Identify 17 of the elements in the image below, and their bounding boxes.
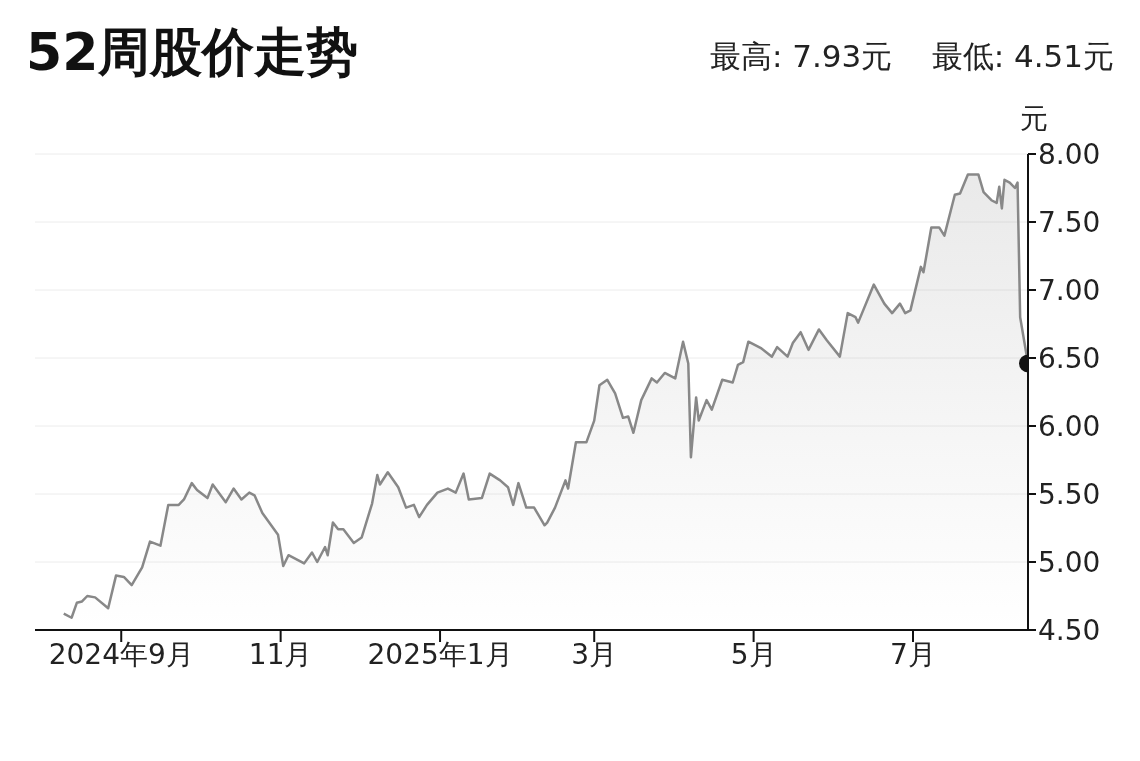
y-tick-label: 7.00 <box>1038 273 1101 307</box>
x-tick-label: 2024年9月 <box>48 637 194 671</box>
chart-title: 52周股价走势 <box>26 21 359 84</box>
y-tick-label: 5.50 <box>1038 477 1101 511</box>
y-tick-label: 4.50 <box>1038 613 1101 647</box>
x-tick-label: 3月 <box>571 637 618 671</box>
y-tick-label: 6.50 <box>1038 341 1101 375</box>
x-tick-label: 7月 <box>890 637 936 671</box>
y-axis-title: 元 <box>1020 101 1048 137</box>
x-tick-label: 2025年1月 <box>367 637 513 671</box>
y-tick-label: 8.00 <box>1038 137 1101 171</box>
y-tick-label: 6.00 <box>1038 409 1101 443</box>
x-tick-label: 11月 <box>248 637 313 671</box>
chart-subtitle: 最高: 7.93元 最低: 4.51元 <box>709 37 1114 76</box>
y-tick-label: 5.00 <box>1038 545 1101 579</box>
x-tick-label: 5月 <box>730 637 777 671</box>
y-tick-label: 7.50 <box>1038 205 1101 239</box>
